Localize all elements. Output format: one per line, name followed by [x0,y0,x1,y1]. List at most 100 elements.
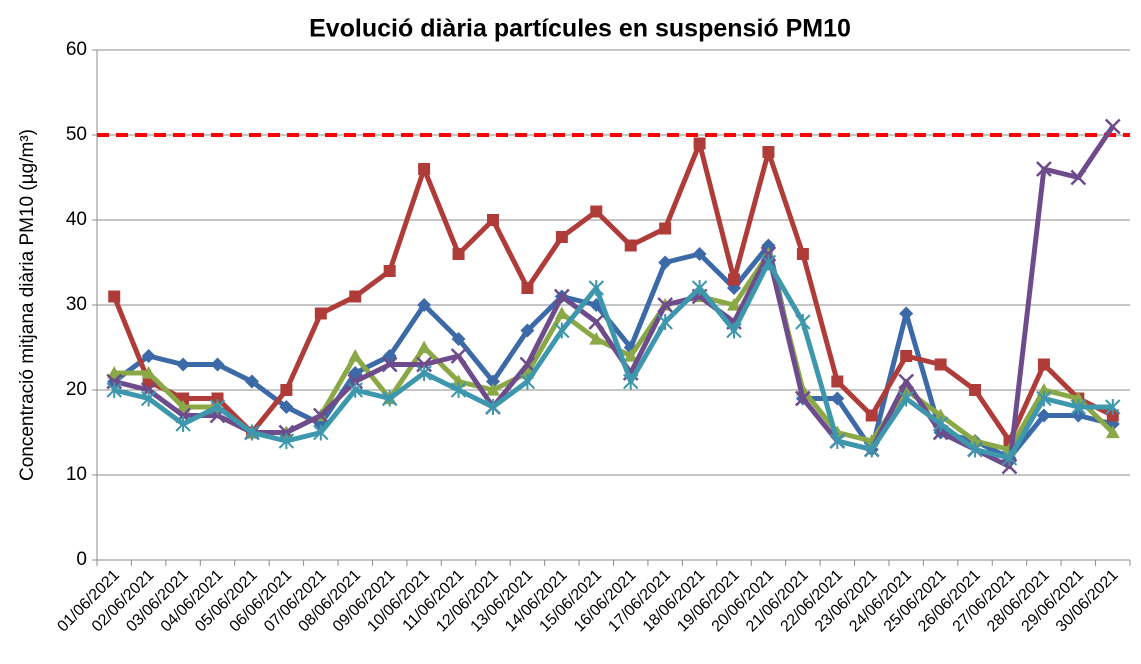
marker [279,400,294,414]
marker [108,290,121,303]
marker [657,297,674,313]
marker [831,375,844,388]
marker [624,239,637,252]
marker [829,433,846,449]
marker [934,358,947,371]
chart-title: Evolució diària partícules en suspensió … [309,15,851,43]
marker [760,254,777,271]
marker [933,408,948,422]
marker [555,231,568,243]
y-tick-label: 10 [66,464,87,485]
marker [485,399,501,415]
marker [1036,390,1052,407]
marker [312,407,329,424]
marker [244,424,260,441]
marker [864,441,880,458]
marker [795,314,811,330]
marker [418,163,431,175]
marker [452,248,465,260]
marker [590,205,603,218]
marker [865,409,878,422]
marker [175,416,191,432]
marker [727,298,742,311]
marker [830,391,845,406]
marker [417,298,432,312]
series-line [113,125,1115,469]
marker [348,349,363,362]
marker [932,416,949,432]
marker [1105,425,1120,439]
marker [381,356,398,373]
marker [519,373,536,390]
marker [1036,408,1051,423]
marker [209,399,226,415]
series-line [111,141,1114,444]
marker [623,373,639,390]
marker [968,434,983,447]
marker [554,322,570,339]
marker [794,390,811,407]
marker [417,340,432,354]
marker [796,248,809,260]
marker [1106,409,1119,422]
marker [693,137,706,150]
marker [485,383,500,396]
y-tick-label: 20 [66,379,87,400]
marker [106,382,122,398]
marker [141,366,156,379]
marker [451,332,466,346]
marker [691,280,708,296]
marker [451,374,466,388]
marker [280,384,293,396]
series-line [113,260,1113,461]
marker [1037,358,1050,371]
marker [450,382,467,398]
marker [899,306,914,321]
marker [900,350,913,362]
marker [520,323,535,338]
marker [1001,450,1018,466]
marker [657,314,673,330]
marker [1071,408,1086,423]
marker [416,365,432,381]
marker [1036,383,1051,396]
marker [107,366,122,379]
marker [554,306,569,320]
marker [176,400,191,413]
marker [588,314,605,330]
marker [349,290,362,303]
marker [519,356,536,373]
marker [658,255,673,270]
marker [314,307,327,320]
marker [1070,169,1087,186]
marker [141,349,156,363]
marker [898,390,914,407]
marker [244,374,259,389]
marker [1104,118,1121,135]
marker [210,357,225,372]
marker [347,382,363,398]
marker [313,424,329,441]
marker [969,384,982,396]
marker [1070,399,1087,415]
marker [762,146,775,158]
marker [692,247,707,261]
marker [728,273,741,286]
marker [1071,391,1086,405]
marker [967,441,983,458]
marker [383,265,396,277]
marker [588,280,604,296]
y-tick-label: 60 [66,39,87,60]
marker [278,433,295,449]
marker [1036,161,1052,177]
marker [553,288,570,305]
marker [589,332,604,345]
marker [485,374,500,389]
marker [898,373,915,390]
marker [726,322,742,339]
marker [450,348,467,364]
marker [140,390,157,407]
marker [486,214,499,226]
marker [176,357,191,372]
